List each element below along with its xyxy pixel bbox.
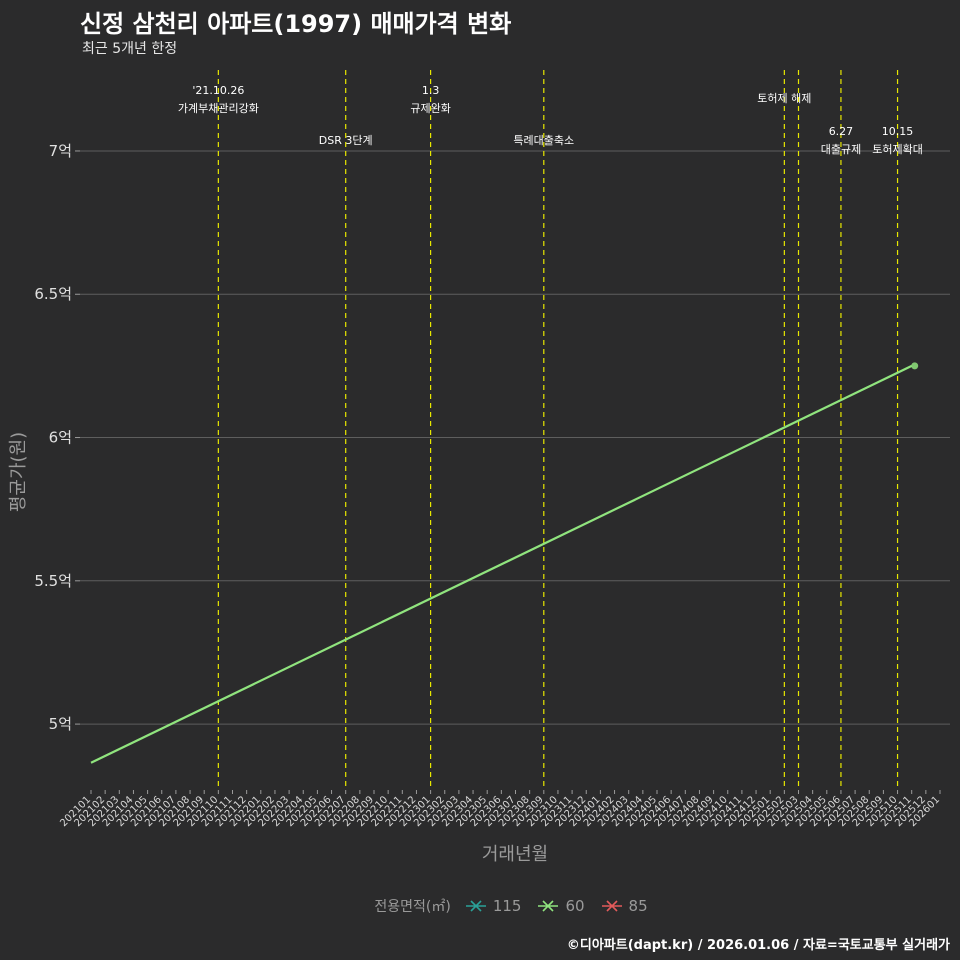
event-label: 토허제 해제	[757, 91, 811, 105]
y-tick-label: 5억	[49, 715, 72, 733]
event-label: 6.27	[829, 125, 854, 138]
event-label: 10.15	[882, 125, 914, 138]
y-tick-label: 6.5억	[34, 285, 72, 303]
y-tick-label: 6억	[49, 429, 72, 447]
event-label: 토허제확대	[872, 143, 923, 156]
legend-key-85	[601, 900, 622, 912]
y-axis-label: 평균가(원)	[8, 431, 29, 513]
event-label: DSR 3단계	[319, 134, 373, 147]
legend-key-60	[538, 900, 559, 912]
event-label: 대출규제	[821, 143, 861, 156]
chart-title: 신정 삼천리 아파트(1997) 매매가격 변화	[80, 10, 512, 38]
y-tick-label: 7억	[49, 142, 72, 160]
legend-cross-b	[542, 900, 555, 912]
chart-subtitle: 최근 5개년 한정	[82, 41, 178, 57]
legend-label-85: 85	[628, 897, 648, 915]
event-label: '21.10.26	[192, 84, 244, 97]
legend-title: 전용면적(㎡)	[374, 899, 451, 915]
data-point-60	[911, 362, 919, 370]
y-tick-label: 5.5억	[34, 572, 72, 590]
legend-item-115: 115	[465, 897, 522, 915]
legend-label-115: 115	[492, 897, 522, 915]
legend-item-60: 60	[537, 897, 585, 915]
event-label: 1.3	[422, 84, 440, 97]
event-label: 가계부채관리강화	[178, 102, 259, 115]
legend-item-85: 85	[601, 897, 648, 915]
legend-cross-b	[470, 900, 482, 912]
legend: 전용면적(㎡) 115 60 85	[0, 896, 960, 916]
legend-cross-b	[605, 900, 618, 912]
source-caption: ©디아파트(dapt.kr) / 2026.01.06 / 자료=국토교통부 실…	[566, 938, 950, 953]
event-label: 규제완화	[410, 102, 450, 115]
x-axis-label: 거래년월	[481, 844, 549, 865]
series-line-60	[90, 364, 913, 764]
event-label: 특례대출축소	[513, 134, 574, 147]
legend-key-115	[465, 900, 486, 912]
legend-label-60: 60	[565, 897, 585, 915]
